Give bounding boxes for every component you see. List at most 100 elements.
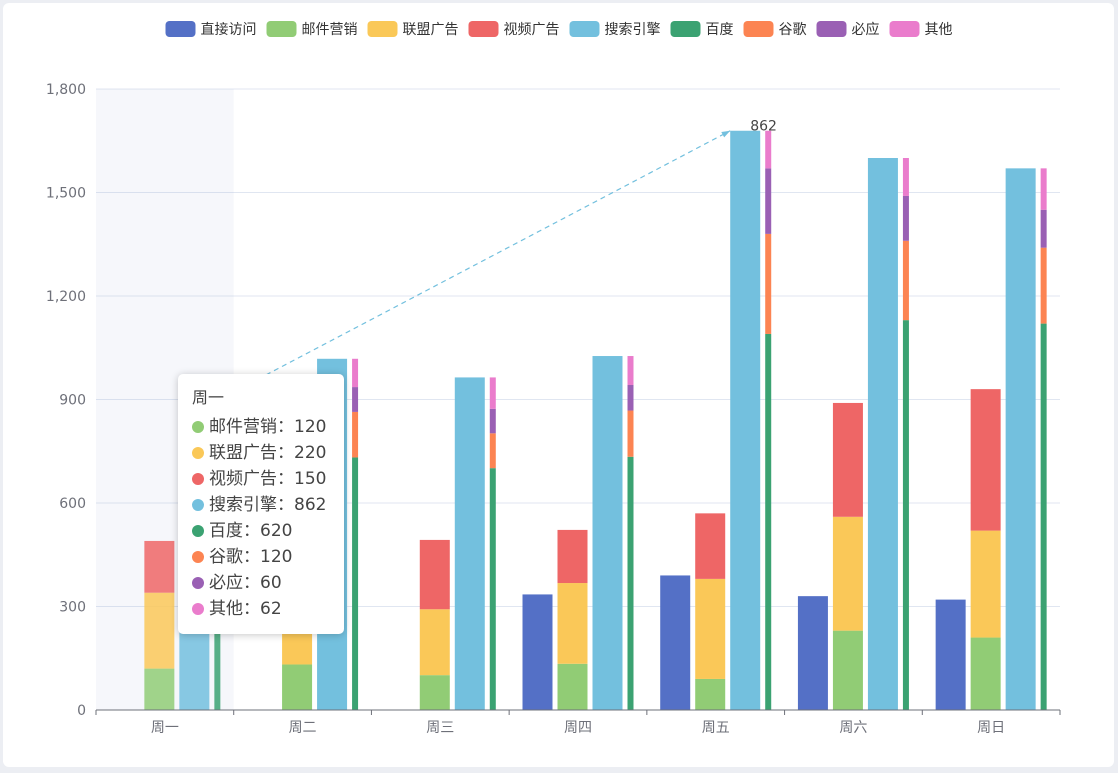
bar-邮件营销[interactable] bbox=[282, 664, 313, 710]
bar-谷歌[interactable] bbox=[627, 410, 634, 457]
bar-必应[interactable] bbox=[352, 387, 359, 412]
bar-联盟广告[interactable] bbox=[970, 530, 1001, 638]
bar-百度[interactable] bbox=[765, 333, 772, 710]
bar-百度[interactable] bbox=[489, 468, 496, 710]
bar-必应[interactable] bbox=[1040, 209, 1047, 248]
tooltip-row: 必应： 60 bbox=[192, 570, 344, 596]
x-tick-label: 周日 bbox=[977, 720, 1005, 736]
bar-百度[interactable] bbox=[352, 457, 359, 710]
tooltip-separator: ： bbox=[243, 521, 260, 541]
y-tick-label: 600 bbox=[59, 496, 86, 512]
y-tick-label: 1,800 bbox=[46, 82, 86, 98]
legend-item-必应[interactable]: 必应 bbox=[816, 21, 879, 38]
legend-item-邮件营销[interactable]: 邮件营销 bbox=[266, 21, 358, 38]
bar-其他[interactable] bbox=[627, 356, 634, 386]
bar-视频广告[interactable] bbox=[970, 389, 1001, 531]
tooltip-value: 120 bbox=[294, 417, 327, 437]
bar-其他[interactable] bbox=[352, 358, 359, 388]
legend-label: 邮件营销 bbox=[302, 22, 358, 38]
bar-搜索引擎[interactable] bbox=[730, 130, 761, 710]
tooltip-row: 视频广告： 150 bbox=[192, 466, 344, 492]
bar-联盟广告[interactable] bbox=[419, 609, 450, 676]
bar-必应[interactable] bbox=[489, 408, 496, 434]
bar-搜索引擎[interactable] bbox=[1005, 168, 1036, 711]
x-tick-label: 周一 bbox=[151, 720, 179, 736]
bar-直接访问[interactable] bbox=[797, 596, 828, 710]
x-tick-label: 周六 bbox=[839, 720, 867, 736]
legend-item-直接访问[interactable]: 直接访问 bbox=[165, 21, 257, 38]
legend-label: 百度 bbox=[705, 22, 733, 38]
x-tick-label: 周五 bbox=[702, 720, 730, 736]
bar-联盟广告[interactable] bbox=[144, 592, 175, 669]
legend-item-搜索引擎[interactable]: 搜索引擎 bbox=[569, 21, 660, 38]
bar-谷歌[interactable] bbox=[765, 233, 772, 334]
bar-必应[interactable] bbox=[765, 168, 772, 234]
legend-swatch bbox=[569, 21, 600, 37]
bar-百度[interactable] bbox=[627, 456, 634, 710]
legend-item-联盟广告[interactable]: 联盟广告 bbox=[367, 21, 459, 38]
bar-邮件营销[interactable] bbox=[144, 668, 175, 710]
tooltip-row: 谷歌： 120 bbox=[192, 544, 344, 570]
bar-必应[interactable] bbox=[627, 385, 634, 411]
tooltip-value: 150 bbox=[294, 469, 327, 489]
bar-其他[interactable] bbox=[489, 377, 496, 409]
tooltip-series-name: 视频广告 bbox=[209, 469, 277, 489]
bar-谷歌[interactable] bbox=[489, 433, 496, 469]
y-tick-label: 1,200 bbox=[46, 289, 86, 305]
tooltip-separator: ： bbox=[243, 573, 260, 593]
tooltip-value: 62 bbox=[260, 599, 282, 619]
legend-swatch bbox=[367, 21, 398, 37]
bar-邮件营销[interactable] bbox=[419, 675, 450, 710]
legend-label: 谷歌 bbox=[778, 22, 806, 38]
legend-item-其他[interactable]: 其他 bbox=[889, 21, 952, 38]
bar-必应[interactable] bbox=[902, 195, 909, 241]
bar-联盟广告[interactable] bbox=[832, 516, 863, 631]
tooltip-value: 620 bbox=[260, 521, 293, 541]
bar-其他[interactable] bbox=[765, 130, 772, 169]
bar-视频广告[interactable] bbox=[695, 513, 726, 579]
tooltip-marker bbox=[192, 577, 204, 589]
bar-邮件营销[interactable] bbox=[557, 663, 588, 710]
bar-联盟广告[interactable] bbox=[557, 583, 588, 664]
legend-swatch bbox=[889, 21, 920, 37]
bar-视频广告[interactable] bbox=[144, 540, 175, 593]
bar-其他[interactable] bbox=[1040, 168, 1047, 210]
bar-搜索引擎[interactable] bbox=[867, 158, 898, 710]
tooltip-series-name: 邮件营销 bbox=[209, 417, 277, 437]
bar-谷歌[interactable] bbox=[1040, 247, 1047, 324]
bar-直接访问[interactable] bbox=[660, 575, 691, 710]
bar-邮件营销[interactable] bbox=[832, 630, 863, 710]
bar-搜索引擎[interactable] bbox=[454, 377, 485, 710]
bar-直接访问[interactable] bbox=[522, 594, 553, 710]
tooltip-separator: ： bbox=[277, 469, 294, 489]
bar-视频广告[interactable] bbox=[557, 529, 588, 584]
bar-视频广告[interactable] bbox=[832, 402, 863, 517]
tooltip-marker bbox=[192, 447, 204, 459]
bar-谷歌[interactable] bbox=[352, 411, 359, 458]
bar-百度[interactable] bbox=[1040, 323, 1047, 710]
bar-其他[interactable] bbox=[902, 158, 909, 196]
bar-直接访问[interactable] bbox=[935, 599, 966, 710]
tooltip-series-name: 百度 bbox=[209, 521, 243, 541]
tooltip-series-name: 联盟广告 bbox=[209, 443, 277, 463]
legend-item-视频广告[interactable]: 视频广告 bbox=[468, 21, 560, 38]
legend-swatch bbox=[743, 21, 774, 37]
tooltip-series-name: 必应 bbox=[209, 573, 243, 593]
bar-邮件营销[interactable] bbox=[970, 637, 1001, 710]
tooltip-marker bbox=[192, 473, 204, 485]
bar-搜索引擎[interactable] bbox=[592, 356, 623, 710]
tooltip-marker bbox=[192, 551, 204, 563]
mark-line-arrow bbox=[721, 130, 731, 138]
bar-邮件营销[interactable] bbox=[695, 678, 726, 710]
legend-item-谷歌[interactable]: 谷歌 bbox=[743, 21, 806, 38]
legend-label: 视频广告 bbox=[504, 22, 560, 38]
bar-视频广告[interactable] bbox=[419, 539, 450, 610]
bar-百度[interactable] bbox=[902, 320, 909, 710]
tooltip-row: 搜索引擎： 862 bbox=[192, 492, 344, 518]
tooltip-series-name: 搜索引擎 bbox=[209, 495, 277, 515]
tooltip-value: 220 bbox=[294, 443, 327, 463]
bar-联盟广告[interactable] bbox=[695, 578, 726, 679]
tooltip-row: 联盟广告： 220 bbox=[192, 440, 344, 466]
legend-item-百度[interactable]: 百度 bbox=[670, 21, 733, 38]
bar-谷歌[interactable] bbox=[902, 240, 909, 321]
